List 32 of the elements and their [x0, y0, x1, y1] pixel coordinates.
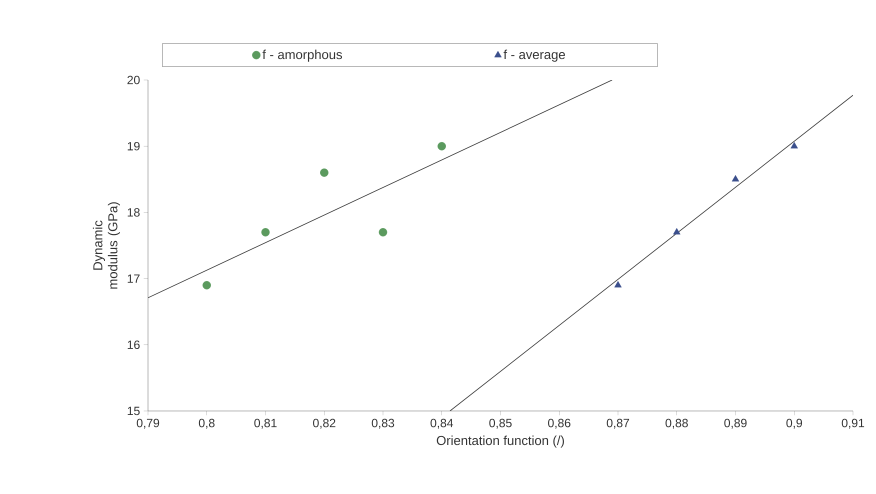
x-tick-label: 0,82: [313, 418, 336, 429]
x-tick-label: 0,83: [372, 418, 394, 429]
point: [673, 228, 680, 234]
x-tick-label: 0,91: [842, 418, 864, 429]
y-tick-label: 19: [128, 142, 140, 150]
point: [614, 281, 622, 288]
y-tick-label: 17: [128, 274, 140, 283]
y-tick-label: 16: [128, 340, 140, 350]
x-tick-label: 0,84: [430, 418, 454, 429]
point: [261, 228, 270, 236]
y-tick-label: 20: [127, 76, 140, 84]
x-tick-label: 0,87: [606, 418, 630, 429]
x-tick-label: 0,89: [724, 418, 747, 429]
x-tick-label: 0,79: [136, 418, 160, 429]
y-tick-label: 15: [128, 406, 140, 416]
x-tick-label: 0,86: [548, 418, 570, 429]
point: [438, 142, 446, 150]
point: [378, 228, 388, 236]
point: [790, 142, 798, 148]
y-tick-label: 18: [128, 208, 140, 217]
legend-label: f - amorphous: [262, 50, 342, 62]
point: [202, 281, 211, 290]
legend-label: f - average: [504, 50, 565, 62]
x-axis-title: Orientation function (/): [436, 436, 564, 448]
x-tick-label: 0,8: [198, 418, 215, 429]
x-tick-label: 0,85: [489, 418, 512, 429]
point: [320, 168, 328, 177]
x-tick-label: 0,88: [666, 418, 688, 429]
point: [732, 175, 740, 182]
x-tick-label: 0,81: [254, 418, 277, 429]
y-axis-title: Dynamic modulus (GPa): [92, 202, 120, 289]
x-tick-label: 0,9: [786, 418, 802, 429]
